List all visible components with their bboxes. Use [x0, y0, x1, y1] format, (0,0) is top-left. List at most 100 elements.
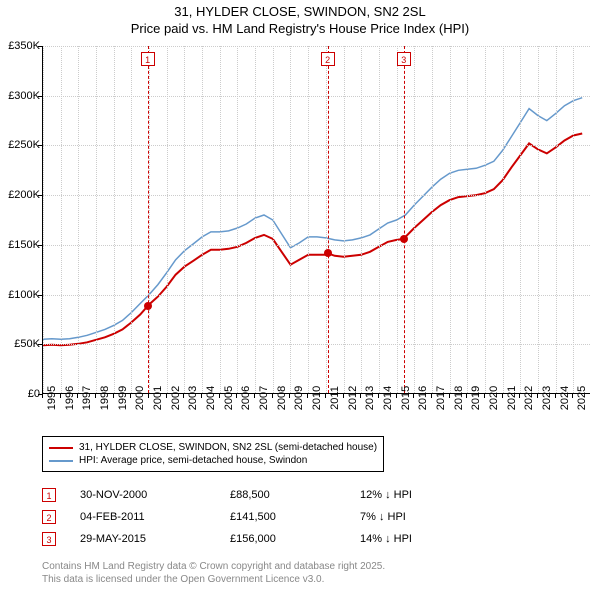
chart-container: 31, HYLDER CLOSE, SWINDON, SN2 2SL Price…: [0, 0, 600, 590]
legend-label: HPI: Average price, semi-detached house,…: [79, 455, 307, 466]
gridline: [43, 145, 590, 146]
y-axis-label: £150K: [0, 239, 40, 251]
footer-line: This data is licensed under the Open Gov…: [42, 573, 385, 586]
gridline: [538, 46, 539, 393]
sale-marker-line: [148, 46, 149, 393]
sale-diff: 7% ↓ HPI: [360, 511, 480, 523]
x-axis-label: 1996: [64, 386, 76, 410]
sale-marker-line: [328, 46, 329, 393]
gridline: [255, 46, 256, 393]
legend-item: 31, HYLDER CLOSE, SWINDON, SN2 2SL (semi…: [49, 441, 377, 454]
gridline: [361, 46, 362, 393]
gridline: [237, 46, 238, 393]
gridline: [414, 46, 415, 393]
legend-label: 31, HYLDER CLOSE, SWINDON, SN2 2SL (semi…: [79, 442, 377, 453]
y-axis-label: £250K: [0, 139, 40, 151]
x-axis-label: 1997: [81, 386, 93, 410]
x-axis-label: 2003: [187, 386, 199, 410]
x-axis-label: 2019: [470, 386, 482, 410]
legend-swatch: [49, 447, 73, 449]
gridline: [467, 46, 468, 393]
gridline: [397, 46, 398, 393]
x-axis-label: 2024: [559, 386, 571, 410]
gridline: [61, 46, 62, 393]
gridline: [450, 46, 451, 393]
x-axis-label: 2021: [506, 386, 518, 410]
chart-lines: [43, 46, 590, 393]
title-address: 31, HYLDER CLOSE, SWINDON, SN2 2SL: [0, 4, 600, 21]
gridline: [43, 46, 590, 47]
series-line: [43, 98, 582, 340]
chart-title: 31, HYLDER CLOSE, SWINDON, SN2 2SL Price…: [0, 0, 600, 38]
sale-marker-box: 1: [141, 52, 155, 66]
gridline: [308, 46, 309, 393]
sale-datapoint: [144, 302, 152, 310]
sale-marker-icon: 2: [42, 510, 56, 524]
gridline: [573, 46, 574, 393]
sale-price: £88,500: [230, 489, 360, 501]
x-axis-label: 1999: [117, 386, 129, 410]
y-axis-label: £100K: [0, 289, 40, 301]
gridline: [184, 46, 185, 393]
y-axis-label: £0: [0, 388, 40, 400]
x-axis-label: 2004: [205, 386, 217, 410]
sale-datapoint: [400, 235, 408, 243]
table-row: 1 30-NOV-2000 £88,500 12% ↓ HPI: [42, 484, 480, 506]
x-axis-label: 2013: [364, 386, 376, 410]
legend-item: HPI: Average price, semi-detached house,…: [49, 454, 377, 467]
gridline: [432, 46, 433, 393]
x-axis-label: 2002: [170, 386, 182, 410]
gridline: [43, 344, 590, 345]
x-axis-label: 2006: [240, 386, 252, 410]
gridline: [167, 46, 168, 393]
footer-line: Contains HM Land Registry data © Crown c…: [42, 560, 385, 573]
sale-diff: 12% ↓ HPI: [360, 489, 480, 501]
gridline: [43, 295, 590, 296]
sales-table: 1 30-NOV-2000 £88,500 12% ↓ HPI 2 04-FEB…: [42, 484, 480, 550]
plot-area: 123: [42, 46, 590, 394]
x-axis-label: 2020: [488, 386, 500, 410]
table-row: 3 29-MAY-2015 £156,000 14% ↓ HPI: [42, 528, 480, 550]
gridline: [78, 46, 79, 393]
sale-marker-line: [404, 46, 405, 393]
sale-marker-icon: 3: [42, 532, 56, 546]
sale-date: 29-MAY-2015: [80, 533, 230, 545]
y-axis-label: £200K: [0, 189, 40, 201]
gridline: [520, 46, 521, 393]
sale-marker-box: 3: [397, 52, 411, 66]
x-axis-label: 2000: [134, 386, 146, 410]
y-axis-label: £50K: [0, 338, 40, 350]
x-axis-label: 2005: [223, 386, 235, 410]
x-axis-label: 2018: [453, 386, 465, 410]
gridline: [379, 46, 380, 393]
x-axis-label: 2014: [382, 386, 394, 410]
gridline: [344, 46, 345, 393]
gridline: [43, 46, 44, 393]
sale-price: £156,000: [230, 533, 360, 545]
x-axis-label: 2007: [258, 386, 270, 410]
y-axis-label: £350K: [0, 40, 40, 52]
x-axis-label: 2015: [400, 386, 412, 410]
x-axis-label: 1995: [46, 386, 58, 410]
x-axis-label: 1998: [99, 386, 111, 410]
x-axis-label: 2001: [152, 386, 164, 410]
x-axis-label: 2011: [329, 386, 341, 410]
x-axis-label: 2023: [541, 386, 553, 410]
gridline: [43, 195, 590, 196]
gridline: [485, 46, 486, 393]
x-axis-label: 2016: [417, 386, 429, 410]
gridline: [290, 46, 291, 393]
sale-date: 04-FEB-2011: [80, 511, 230, 523]
x-axis-label: 2010: [311, 386, 323, 410]
x-axis-label: 2022: [523, 386, 535, 410]
gridline: [43, 96, 590, 97]
x-axis-label: 2012: [347, 386, 359, 410]
x-axis-label: 2017: [435, 386, 447, 410]
gridline: [149, 46, 150, 393]
sale-marker-icon: 1: [42, 488, 56, 502]
sale-price: £141,500: [230, 511, 360, 523]
title-subtitle: Price paid vs. HM Land Registry's House …: [0, 21, 600, 38]
series-line: [43, 134, 582, 346]
table-row: 2 04-FEB-2011 £141,500 7% ↓ HPI: [42, 506, 480, 528]
y-axis-label: £300K: [0, 90, 40, 102]
